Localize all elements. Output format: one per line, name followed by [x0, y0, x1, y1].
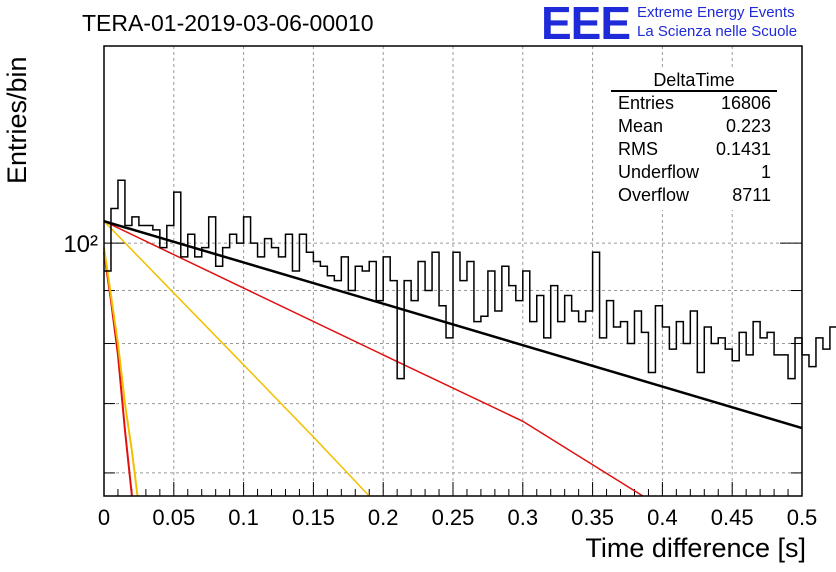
logo-line-2: La Scienza nelle Scuole	[637, 23, 798, 40]
stats-box: DeltaTime Entries 16806 Mean 0.223 RMS 0.14…	[611, 70, 777, 210]
fit-red-fast	[103, 252, 133, 497]
stat-row-rms: RMS 0.1431	[611, 138, 777, 161]
histogram-steps	[104, 179, 836, 380]
stat-label: Mean	[618, 116, 664, 136]
x-tick-label: 0	[98, 505, 110, 530]
stat-row-mean: Mean 0.223	[611, 115, 777, 138]
stat-label: Overflow	[618, 185, 690, 205]
stat-row-overflow: Overflow 8711	[611, 184, 777, 207]
stat-label: RMS	[618, 139, 658, 159]
stat-label: Entries	[618, 93, 675, 113]
stat-row-underflow: Underflow 1	[611, 161, 777, 184]
y-tick-labels: 10²	[63, 231, 98, 258]
stat-value: 0.1431	[715, 139, 771, 159]
stat-value: 16806	[720, 93, 771, 113]
eee-logo: EEE	[541, 0, 631, 49]
fit-yellow-slope	[103, 220, 370, 497]
y-axis-label: Entries/bin	[2, 56, 32, 184]
x-tick-label: 0.4	[647, 505, 678, 530]
stat-value: 0.223	[725, 116, 771, 136]
fit-functions	[103, 220, 644, 497]
fit-total-fit	[103, 219, 803, 430]
total-fit-layer	[103, 219, 803, 430]
x-tick-label: 0.3	[508, 505, 539, 530]
x-tick-label: 0.05	[152, 505, 195, 530]
x-tick-label: 0.25	[432, 505, 475, 530]
fit-red-slope	[103, 220, 644, 497]
stats-title: DeltaTime	[611, 70, 777, 92]
logo-line-1: Extreme Energy Events	[637, 4, 795, 21]
x-tick-label: 0.35	[571, 505, 614, 530]
x-tick-labels: 0 0.05 0.1 0.15 0.2 0.25 0.3 0.35 0.4 0.45 0.5	[98, 505, 817, 530]
x-axis-label: Time difference [s]	[585, 533, 806, 563]
x-tick-label: 0.5	[787, 505, 818, 530]
x-tick-label: 0.2	[368, 505, 399, 530]
stat-label: Underflow	[618, 162, 700, 182]
stat-value: 8711	[732, 185, 771, 205]
x-tick-label: 0.1	[228, 505, 259, 530]
page-title: TERA-01-2019-03-06-00010	[82, 10, 374, 36]
plot-frame	[103, 45, 803, 497]
stat-value: 1	[760, 162, 771, 182]
fit-yellow-fast	[103, 247, 139, 497]
stat-row-entries: Entries 16806	[611, 92, 777, 115]
y-tick-label: 10²	[63, 231, 98, 258]
x-tick-label: 0.15	[292, 505, 335, 530]
x-tick-label: 0.45	[711, 505, 754, 530]
